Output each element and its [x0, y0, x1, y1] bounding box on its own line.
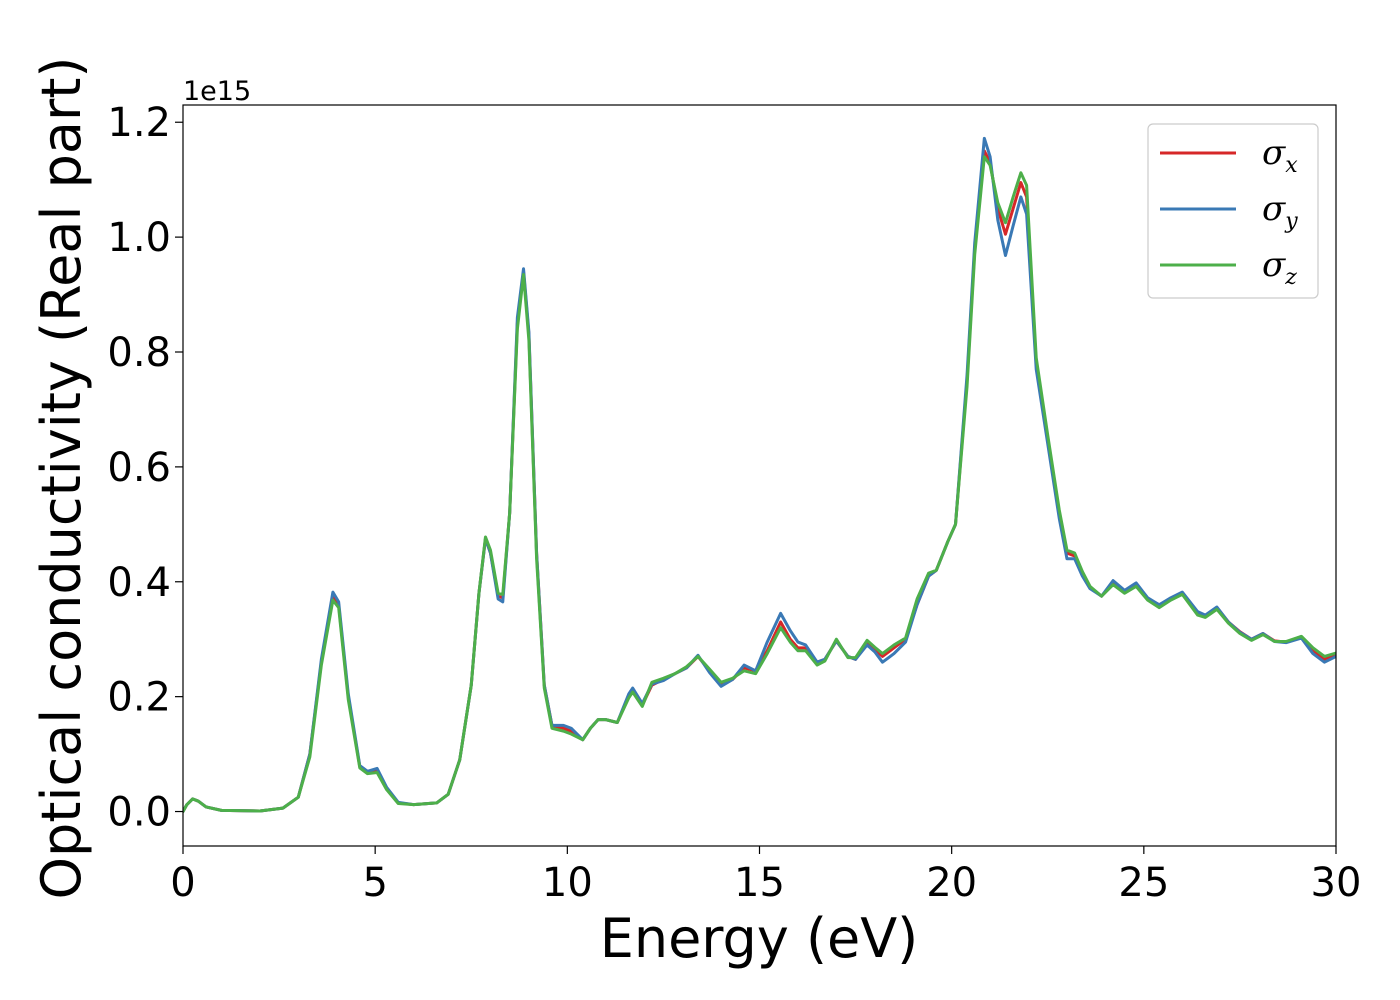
x-tick-label: 20	[926, 860, 977, 906]
legend-label-z: σz	[1262, 245, 1297, 290]
legend-box	[1147, 123, 1319, 299]
x-tick-label: 30	[1311, 860, 1362, 906]
series-line-z	[183, 155, 1336, 814]
x-axis: 0 5 10 15 20 25 30	[170, 846, 1361, 906]
x-tick-label: 15	[734, 860, 785, 906]
x-tick-label: 0	[170, 860, 195, 906]
y-offset-label: 1e15	[183, 76, 251, 107]
y-tick-label: 1.2	[107, 100, 171, 146]
x-tick-label: 5	[362, 860, 387, 906]
y-tick-label: 0.6	[107, 445, 171, 491]
plot-frame	[182, 104, 1337, 847]
legend: σx σy σz	[1147, 123, 1319, 299]
legend-label-y: σy	[1262, 189, 1298, 234]
y-tick-label: 0.4	[107, 560, 171, 606]
y-axis-title: Optical conductivity (Real part)	[30, 57, 93, 900]
x-tick-label: 10	[542, 860, 593, 906]
x-axis-title: Energy (eV)	[600, 907, 919, 970]
legend-label-x: σx	[1262, 133, 1298, 178]
x-tick-label: 25	[1118, 860, 1169, 906]
plot-area	[183, 136, 1336, 814]
y-axis: 0.0 0.2 0.4 0.6 0.8 1.0 1.2	[107, 100, 183, 836]
y-tick-label: 0.2	[107, 675, 171, 721]
y-tick-label: 1.0	[107, 215, 171, 261]
y-tick-label: 0.0	[107, 790, 171, 836]
y-tick-label: 0.8	[107, 330, 171, 376]
